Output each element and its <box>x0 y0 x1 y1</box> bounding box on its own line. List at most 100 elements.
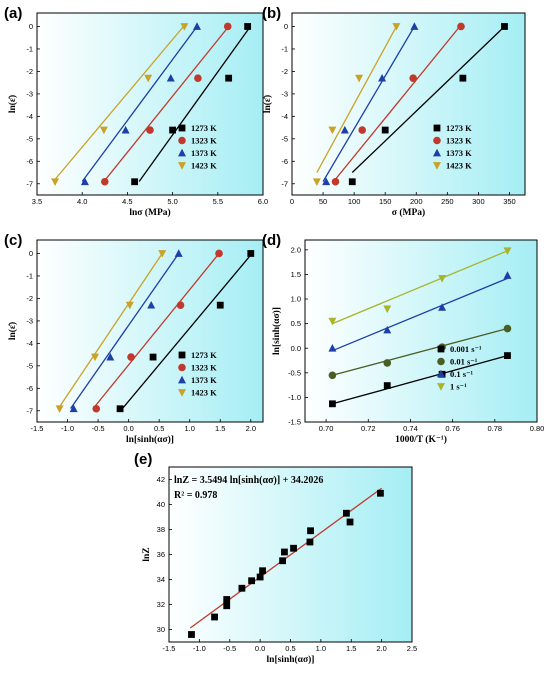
fit-line <box>322 26 415 182</box>
panel-e: (e) -1.5 -1.0 -0.5 0.0 0.5 1.0 1.5 2.0 2.5 30 32 34 3… <box>134 451 417 665</box>
x-tick-label: 0.0 <box>255 644 265 653</box>
legend-marker <box>437 369 445 378</box>
panel-d: (d) 0.70 0.72 0.74 0.76 0.78 0.80 2.0 1.5 1.0 0.5 0… <box>262 232 544 445</box>
legend-marker <box>178 375 186 384</box>
data-point <box>92 404 101 413</box>
legend-label: 1373 K <box>446 148 472 158</box>
data-point <box>307 527 314 535</box>
data-point <box>504 352 511 359</box>
x-tick-label: 0.74 <box>403 424 418 433</box>
data-point <box>216 301 224 309</box>
y-tick-label: -4 <box>26 112 33 121</box>
data-point <box>348 178 356 186</box>
x-axis-title: ln[sinh(ασ)] <box>126 434 174 445</box>
data-point <box>180 23 189 31</box>
data-point <box>381 126 389 134</box>
data-point <box>211 613 218 621</box>
x-tick-label: 350 <box>503 197 516 206</box>
x-tick-label: -1.0 <box>61 424 74 433</box>
legend-label: 1273 K <box>191 350 217 360</box>
legend-marker <box>437 357 445 366</box>
y-axis-title: ln(ε̇) <box>7 322 18 340</box>
legend-marker <box>178 136 186 145</box>
data-point <box>328 126 337 135</box>
legend-marker <box>433 136 441 145</box>
legend-label: 1 s⁻¹ <box>450 382 467 392</box>
y-tick-label: -5 <box>26 134 33 143</box>
data-point <box>106 352 115 361</box>
series-0 <box>348 23 508 186</box>
legend-label: 1423 K <box>446 161 472 171</box>
data-point <box>131 178 139 186</box>
x-axis-title: lnσ (MPa) <box>129 207 170 218</box>
y-tick-label: 0.5 <box>291 319 301 328</box>
data-point <box>99 126 108 135</box>
panel-label: (a) <box>4 5 22 22</box>
data-point <box>312 178 321 186</box>
panel-c: (c) -1.5 -1.0 -0.5 0.0 0.5 1.0 1.5 2.0 0 -1 -2 -3 -4 -… <box>4 232 264 445</box>
x-tick-label: 0.0 <box>123 424 133 433</box>
data-point <box>342 509 350 517</box>
plot-frame <box>36 239 264 423</box>
data-point <box>51 178 60 186</box>
series-2 <box>80 22 202 186</box>
data-point <box>290 544 297 552</box>
series-2 <box>322 22 419 186</box>
x-tick-label: 0 <box>290 197 294 206</box>
data-point <box>256 573 264 581</box>
data-point <box>328 317 337 326</box>
data-point <box>346 518 354 526</box>
data-point <box>169 126 176 134</box>
series-3 <box>312 23 401 186</box>
fit-line <box>332 277 508 352</box>
legend-marker <box>178 162 186 170</box>
panel-label: (c) <box>4 232 22 249</box>
x-tick-label: 250 <box>441 197 454 206</box>
legend-marker <box>178 148 186 157</box>
y-tick-label: -2 <box>26 294 33 303</box>
data-point <box>378 73 387 82</box>
fit-line <box>103 26 230 182</box>
x-tick-label: 0.70 <box>319 424 334 433</box>
x-tick-label: 100 <box>348 197 361 206</box>
legend-marker <box>178 363 186 372</box>
y-axis-title: ln(ε̇) <box>262 95 273 113</box>
legend-label: 1323 K <box>446 136 472 146</box>
y-tick-label: 0 <box>29 22 33 31</box>
fit-line <box>332 327 508 376</box>
series-0 <box>116 250 255 413</box>
data-point <box>55 405 64 413</box>
x-tick-label: 0.80 <box>530 424 545 433</box>
x-tick-label: 150 <box>379 197 392 206</box>
y-tick-label: -7 <box>26 179 33 188</box>
y-tick-label: -3 <box>281 89 288 98</box>
y-tick-label: 36 <box>157 550 165 559</box>
y-tick-label: 30 <box>157 625 165 634</box>
data-point <box>409 74 417 82</box>
annotation-text: lnZ = 3.5494 ln[sinh(ασ)] + 34.2026 <box>174 475 323 486</box>
panel-label: (b) <box>262 5 281 22</box>
series-2 <box>328 271 512 352</box>
data-point <box>322 177 331 186</box>
data-point <box>457 22 465 31</box>
legend-label: 1423 K <box>191 388 217 398</box>
x-tick-label: 0.72 <box>361 424 376 433</box>
data-point <box>377 489 384 497</box>
data-point <box>355 74 364 83</box>
y-tick-label: 1.5 <box>291 270 301 279</box>
legend-marker <box>178 389 186 397</box>
fit-line <box>333 26 461 182</box>
legend-label: 1373 K <box>191 148 217 158</box>
plot-background <box>37 240 263 422</box>
legend-label: 1273 K <box>191 123 217 133</box>
data-point <box>328 344 337 352</box>
x-axis-title: σ (MPa) <box>392 207 425 218</box>
data-point <box>125 301 134 310</box>
y-tick-label: -6 <box>26 157 33 166</box>
data-point <box>80 177 89 186</box>
legend-marker <box>437 383 445 391</box>
data-point <box>225 74 233 82</box>
annotation-text: R² = 0.978 <box>174 490 217 501</box>
fit-line <box>316 26 397 173</box>
